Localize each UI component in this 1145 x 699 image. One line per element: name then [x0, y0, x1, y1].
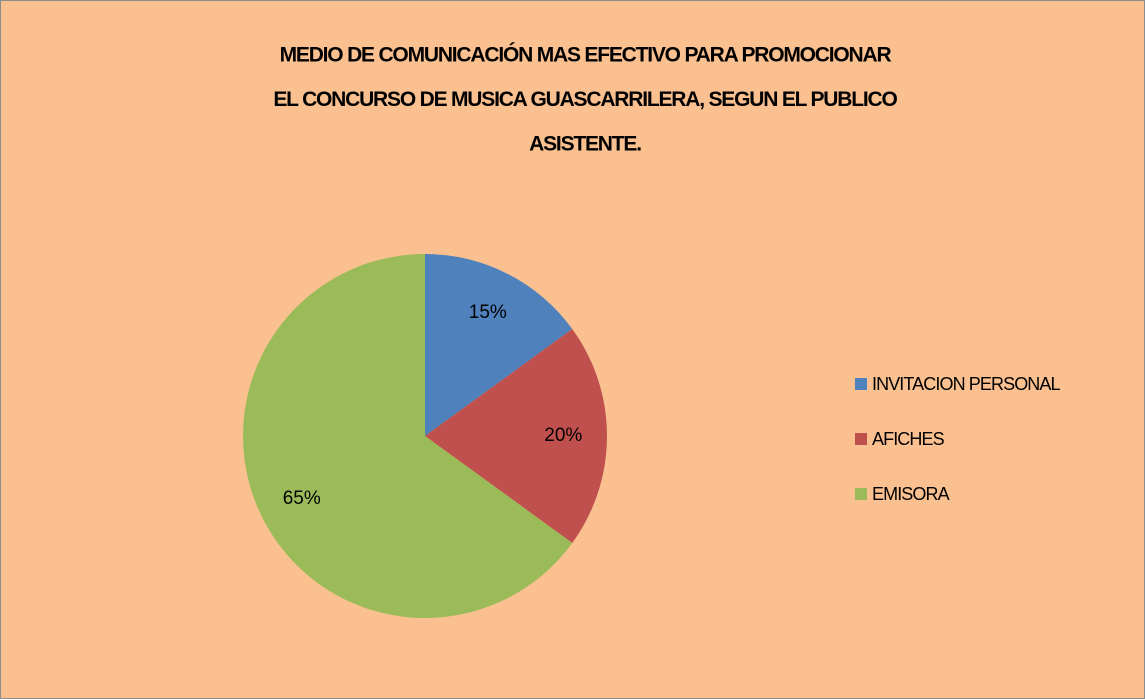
data-label: 20% [544, 425, 582, 446]
data-label: 65% [283, 488, 321, 509]
title-line: EL CONCURSO DE MUSICA GUASCARRILERA, SEG… [273, 88, 897, 111]
pie-slice [243, 254, 573, 618]
legend-label: INVITACION PERSONAL [872, 374, 1060, 394]
legend-label: EMISORA [872, 484, 950, 504]
title-line: ASISTENTE. [529, 133, 641, 156]
legend-swatch [855, 378, 867, 390]
title-line: MEDIO DE COMUNICACIÓN MAS EFECTIVO PARA … [280, 43, 892, 67]
legend-label: AFICHES [872, 429, 945, 449]
legend-swatch [855, 433, 867, 445]
data-label: 15% [469, 302, 507, 323]
pie-slice [425, 329, 607, 543]
pie-slice [425, 254, 573, 436]
chart-title: MEDIO DE COMUNICACIÓN MAS EFECTIVO PARA … [273, 43, 898, 156]
legend-swatch [855, 488, 867, 500]
